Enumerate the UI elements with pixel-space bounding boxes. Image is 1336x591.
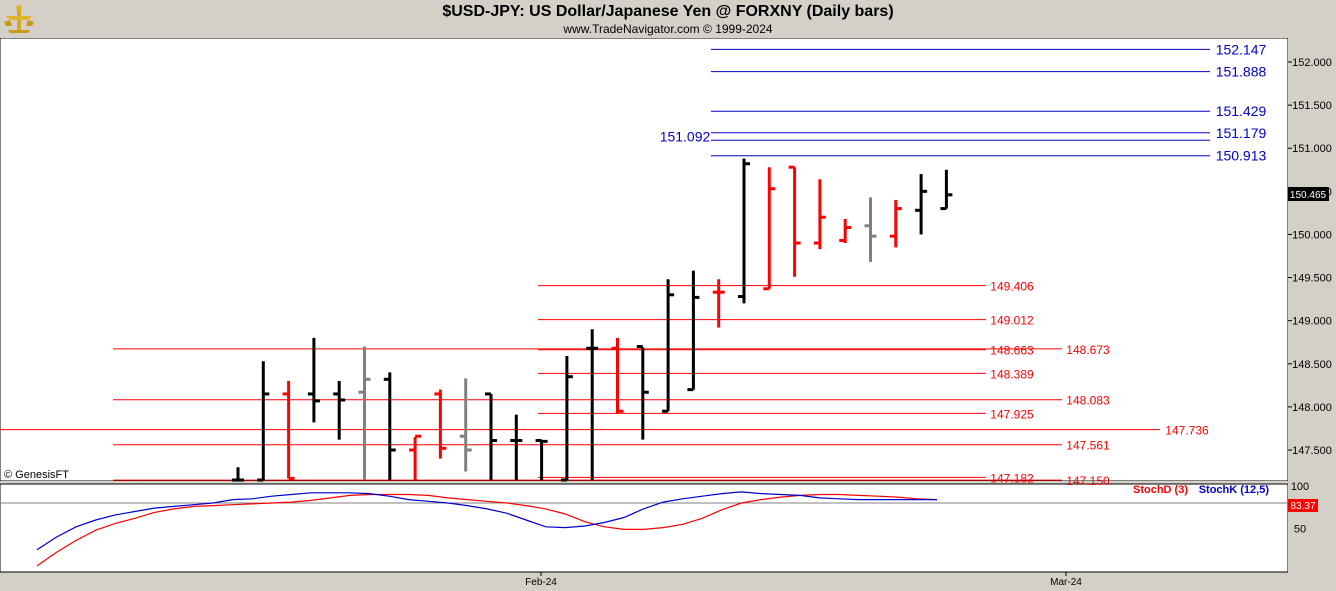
ohlc-bar <box>282 381 295 480</box>
ohlc-bar <box>788 165 801 277</box>
ohlc-bar <box>232 467 244 482</box>
y-tick-label: 151.000 <box>1292 143 1332 155</box>
level-label: 151.092 <box>660 128 711 144</box>
ohlc-bar <box>611 337 624 414</box>
stoch-last-value-label: 83.37 <box>1290 501 1315 512</box>
ohlc-bar <box>738 158 750 304</box>
ohlc-bar <box>687 270 700 392</box>
chart-subtitle: www.TradeNavigator.com © 1999-2024 <box>563 22 773 36</box>
y-tick-label: 150.000 <box>1292 229 1332 241</box>
ohlc-bar <box>560 356 573 482</box>
level-label: 148.083 <box>1066 394 1110 408</box>
level-label: 151.429 <box>1216 103 1267 119</box>
level-label: 149.406 <box>990 280 1034 294</box>
ohlc-bar <box>636 345 649 440</box>
genesis-watermark: © GenesisFT <box>4 469 69 481</box>
level-label: 147.736 <box>1165 424 1209 438</box>
y-tick-label: 149.500 <box>1292 273 1332 285</box>
level-label: 148.663 <box>990 344 1034 358</box>
last-price-label: 150.465 <box>1290 190 1327 201</box>
ohlc-bar <box>459 378 472 472</box>
level-label: 147.925 <box>990 407 1034 421</box>
stoch-series-line <box>36 491 937 551</box>
ohlc-bar <box>358 346 371 480</box>
ohlc-bar <box>940 169 953 211</box>
ohlc-bar <box>409 434 422 480</box>
x-tick-label: Feb-24 <box>525 577 557 588</box>
ohlc-bar <box>535 439 548 480</box>
y-tick-label: 152.000 <box>1292 57 1332 69</box>
ohlc-bar <box>383 372 396 480</box>
legend-stochd: StochD (3) <box>1133 484 1188 496</box>
gold-trophy-icon <box>4 5 34 33</box>
level-label: 151.888 <box>1216 64 1267 80</box>
chart-header: $USD-JPY: US Dollar/Japanese Yen @ FORXN… <box>0 0 1336 38</box>
stoch-y-tick-label: 50 <box>1294 524 1306 536</box>
y-tick-label: 148.500 <box>1292 359 1332 371</box>
ohlc-bar <box>485 392 497 480</box>
level-label: 147.150 <box>1066 474 1110 488</box>
x-tick-label: Mar-24 <box>1050 577 1082 588</box>
last-price-badge <box>1288 187 1329 201</box>
y-tick-label: 149.000 <box>1292 316 1332 328</box>
level-label: 150.913 <box>1216 148 1267 164</box>
level-label: 147.561 <box>1066 439 1110 453</box>
y-tick-label: 151.500 <box>1292 100 1332 112</box>
ohlc-bar <box>586 329 599 480</box>
price-axis <box>1288 38 1336 572</box>
ohlc-bar <box>712 279 725 328</box>
chart-title: $USD-JPY: US Dollar/Japanese Yen @ FORXN… <box>442 3 894 20</box>
stochastic-plot-area <box>0 483 1289 573</box>
ohlc-bar <box>813 179 826 250</box>
stoch-y-tick-label: 100 <box>1291 481 1309 493</box>
level-label: 147.182 <box>990 471 1034 485</box>
level-label: 148.389 <box>990 367 1034 381</box>
y-tick-label: 148.000 <box>1292 402 1332 414</box>
ohlc-bar <box>889 199 902 248</box>
level-label: 149.012 <box>990 314 1034 328</box>
level-label: 152.147 <box>1216 41 1267 57</box>
ohlc-bar <box>662 279 675 413</box>
ohlc-bar <box>915 174 928 235</box>
ohlc-bar <box>257 361 270 482</box>
ohlc-bar <box>307 337 320 423</box>
panel-separator[interactable] <box>0 481 1288 484</box>
ohlc-bar <box>763 167 776 291</box>
ohlc-bar <box>333 381 346 440</box>
legend-stochk: StochK (12,5) <box>1199 484 1270 496</box>
level-label: 151.179 <box>1216 125 1267 141</box>
stoch-last-value-badge <box>1288 499 1318 512</box>
level-label: 148.673 <box>1066 343 1110 357</box>
ohlc-bar <box>434 389 447 459</box>
stoch-series-line <box>36 493 938 567</box>
time-axis <box>0 572 1336 591</box>
y-tick-label: 147.500 <box>1292 445 1332 457</box>
ohlc-bar <box>510 414 523 480</box>
ohlc-bar <box>839 218 852 244</box>
ohlc-bar <box>864 197 877 263</box>
